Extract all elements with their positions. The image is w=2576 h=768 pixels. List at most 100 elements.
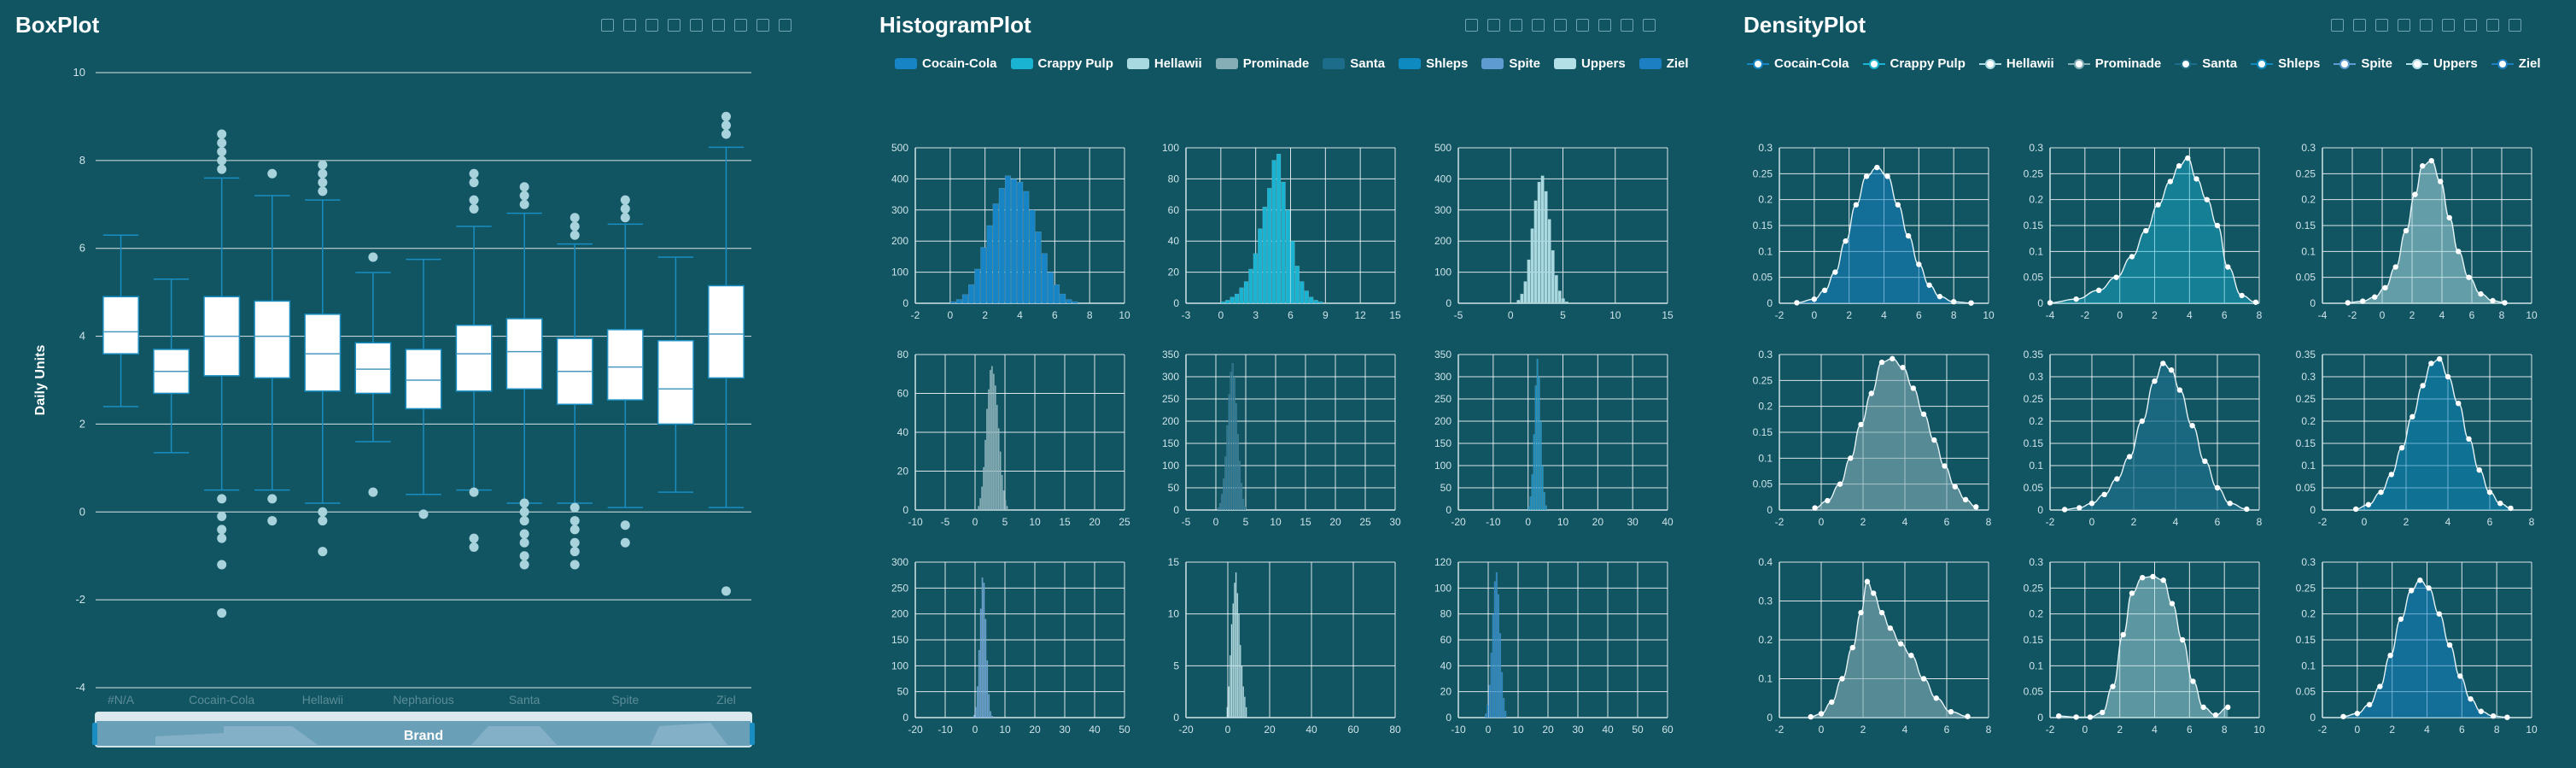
legend-item[interactable]: Hellawii — [1126, 56, 1202, 71]
outlier-point — [217, 138, 227, 148]
drag-icon[interactable] — [734, 19, 747, 32]
density-point — [2061, 507, 2068, 513]
data-view-icon[interactable] — [2486, 19, 2499, 32]
density-point — [1950, 298, 1957, 305]
fullscreen-icon[interactable] — [668, 19, 681, 32]
box — [556, 213, 593, 570]
data-view-icon[interactable] — [756, 19, 769, 32]
legend-item[interactable]: Shleps — [1399, 56, 1468, 71]
datazoom-slider[interactable]: Brand — [92, 712, 755, 747]
box-body — [354, 342, 392, 395]
legend-item[interactable]: Crappy Pulp — [1010, 56, 1113, 71]
zoom-icon[interactable] — [623, 19, 636, 32]
density-subplot: 00.050.10.150.20.250.3-2 0 2 4 6 8 10 — [1753, 142, 1995, 321]
x-tick-label: 30 — [1627, 516, 1638, 528]
legend-item[interactable]: Santa — [1323, 56, 1385, 71]
histogram-bar — [990, 366, 993, 511]
legend-item[interactable]: Prominade — [2067, 56, 2161, 71]
box — [657, 256, 694, 493]
x-tick-label: 50 — [1119, 724, 1130, 736]
histogram-bar — [1241, 483, 1243, 511]
fullscreen-icon[interactable] — [1532, 19, 1545, 32]
restore-icon[interactable] — [601, 19, 614, 32]
density-point — [1895, 202, 1901, 208]
slider-handle-right[interactable] — [750, 723, 755, 745]
legend-item[interactable]: Ziel — [1638, 56, 1689, 71]
y-tick-label: 20 — [897, 466, 909, 478]
histogram-bar — [949, 301, 956, 304]
density-point — [1920, 676, 1927, 682]
histogram-bar — [1520, 293, 1524, 304]
y-tick-label: 0.1 — [1758, 245, 1773, 257]
lasso-icon[interactable] — [2442, 19, 2455, 32]
density-point — [2445, 373, 2451, 380]
legend-item[interactable]: Cocain-Cola — [1747, 56, 1849, 71]
x-tick-label: -20 — [908, 724, 923, 736]
fullscreen-icon[interactable] — [2398, 19, 2410, 32]
histogram-bar — [1533, 434, 1535, 511]
zoom-icon[interactable] — [2353, 19, 2366, 32]
density-point — [2087, 714, 2094, 720]
brush-icon[interactable] — [690, 19, 703, 32]
y-tick-label: 0.05 — [2296, 482, 2316, 494]
brush-icon[interactable] — [2420, 19, 2433, 32]
histogram-bar — [973, 714, 975, 718]
data-view-icon[interactable] — [1621, 19, 1633, 32]
density-point — [1829, 699, 1835, 705]
y-tick-label: 0.3 — [1758, 142, 1773, 154]
density-point — [2490, 712, 2497, 719]
legend-item[interactable]: Spite — [2334, 56, 2392, 71]
outlier-point — [570, 560, 580, 570]
legend-label: Shleps — [1426, 56, 1469, 71]
histogram-bar — [1564, 301, 1568, 304]
histogram-bar — [1492, 613, 1494, 718]
lasso-icon[interactable] — [712, 19, 725, 32]
outlier-point — [217, 129, 227, 139]
histogram-bar — [1317, 301, 1323, 304]
histogram-bar — [1060, 293, 1066, 304]
y-tick-label: 300 — [891, 556, 908, 568]
density-point — [2497, 501, 2503, 507]
clear-icon[interactable] — [779, 19, 791, 32]
density-point — [2140, 575, 2146, 581]
x-tick-label: 2 — [2131, 516, 2137, 528]
y-tick-label: 100 — [1434, 582, 1452, 594]
clear-icon[interactable] — [1643, 19, 1656, 32]
legend-item[interactable]: Uppers — [2406, 56, 2478, 71]
save-icon[interactable] — [645, 19, 658, 32]
restore-icon[interactable] — [1465, 19, 1478, 32]
legend-item[interactable]: Uppers — [1554, 56, 1626, 71]
legend-item[interactable]: Prominade — [1215, 56, 1309, 71]
density-point — [2478, 708, 2484, 714]
y-tick-label: 0 — [902, 712, 908, 724]
brush-icon[interactable] — [1554, 19, 1567, 32]
drag-icon[interactable] — [2464, 19, 2477, 32]
clear-icon[interactable] — [2509, 19, 2521, 32]
density-point — [1874, 164, 1880, 171]
legend-item[interactable]: Ziel — [2491, 56, 2541, 71]
save-icon[interactable] — [2375, 19, 2388, 32]
restore-icon[interactable] — [2331, 19, 2344, 32]
y-tick-label: 0.15 — [2024, 634, 2044, 646]
outlier-point — [267, 494, 277, 504]
legend-item[interactable]: Santa — [2175, 56, 2237, 71]
x-tick-label: 2 — [982, 309, 988, 321]
lasso-icon[interactable] — [1576, 19, 1589, 32]
legend-item[interactable]: Crappy Pulp — [1862, 56, 1966, 71]
slider-handle-left[interactable] — [92, 723, 97, 745]
x-tick-label: 15 — [1662, 309, 1674, 321]
legend-item[interactable]: Shleps — [2251, 56, 2320, 71]
legend-item[interactable]: Spite — [1481, 56, 1540, 71]
drag-icon[interactable] — [1598, 19, 1611, 32]
y-tick-label: 0 — [1446, 712, 1452, 724]
legend-item[interactable]: Cocain-Cola — [895, 56, 997, 71]
legend-item[interactable]: Hellawii — [1978, 56, 2054, 71]
density-point — [1936, 293, 1943, 300]
zoom-icon[interactable] — [1487, 19, 1500, 32]
save-icon[interactable] — [1510, 19, 1522, 32]
y-tick-label: 0.1 — [1758, 673, 1773, 685]
density-area — [1810, 581, 1968, 718]
x-tick-label: Ziel — [716, 693, 736, 706]
histogram-bar — [1011, 179, 1018, 304]
legend-swatch — [1481, 58, 1504, 69]
